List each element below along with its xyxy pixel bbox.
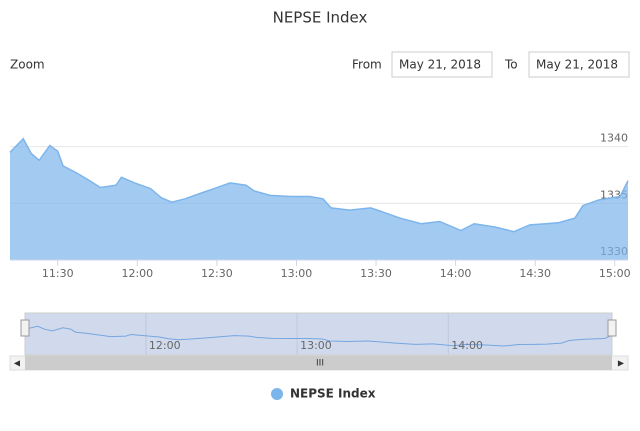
navigator-tick-label: 14:00 (451, 339, 483, 352)
legend-label: NEPSE Index (290, 387, 376, 401)
to-value[interactable]: May 21, 2018 (536, 58, 618, 72)
line (9, 137, 629, 233)
scrollbar-grip: III (316, 359, 324, 369)
chart-title: NEPSE Index (273, 9, 368, 27)
navigator-tick-label: 12:00 (149, 339, 181, 352)
x-tick-label: 13:00 (281, 267, 313, 280)
legend-marker (271, 388, 283, 400)
area-fill (10, 138, 628, 260)
from-label: From (352, 58, 382, 72)
x-tick-label: 14:00 (440, 267, 472, 280)
scrollbar-thumb[interactable] (25, 356, 612, 370)
x-tick-label: 14:30 (519, 267, 551, 280)
navigator-mask[interactable] (24, 312, 613, 356)
navigator-line (24, 325, 613, 347)
navigator-tick-label: 13:00 (300, 339, 332, 352)
to-input[interactable] (528, 51, 630, 78)
navigator-handle[interactable] (607, 319, 617, 337)
x-tick-label: 11:30 (42, 267, 74, 280)
to-label: To (504, 58, 518, 72)
scroll-right[interactable]: ▶ (618, 359, 625, 368)
y-tick-label: 1340 (600, 132, 628, 145)
x-tick-label: 15:00 (599, 267, 631, 280)
scroll-left[interactable]: ◀ (14, 359, 21, 368)
x-tick-label: 13:30 (360, 267, 392, 280)
zoom-label: Zoom (10, 58, 45, 72)
navigator-handle[interactable] (20, 319, 30, 337)
from-value[interactable]: May 21, 2018 (399, 58, 481, 72)
x-tick-label: 12:30 (201, 267, 233, 280)
x-tick-label: 12:00 (121, 267, 153, 280)
from-input[interactable] (391, 51, 493, 78)
